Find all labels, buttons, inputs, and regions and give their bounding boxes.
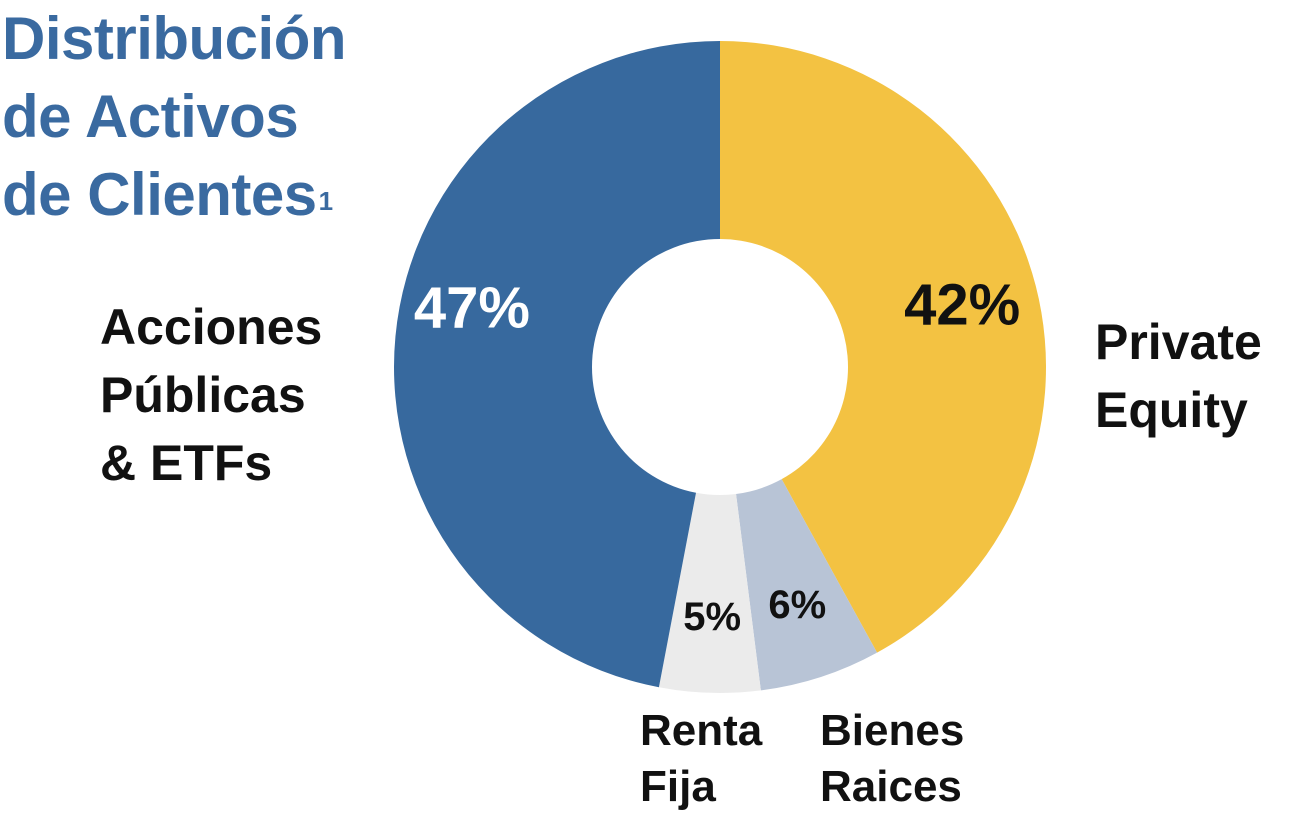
label-bienes-line-1: Bienes	[820, 706, 965, 755]
legend-label-renta-fija: Renta Fija	[640, 703, 762, 815]
label-acciones-line-2: Públicas	[100, 367, 306, 423]
slice-private-equity	[720, 41, 1046, 653]
value-label-renta-fija: 5%	[683, 595, 741, 639]
value-label-acciones-p-blicas-etfs: 47%	[414, 275, 530, 340]
label-private-line-1: Private	[1095, 314, 1262, 370]
chart-title: Distribución de Activos de Clientes1	[2, 0, 347, 234]
slice-bienes-raices	[736, 479, 878, 691]
label-renta-line-2: Fija	[640, 762, 716, 811]
value-label-private-equity: 42%	[904, 272, 1020, 337]
value-label-bienes-raices: 6%	[768, 583, 826, 627]
slice-acciones-p-blicas-etfs	[393, 40, 720, 688]
title-line-2: de Activos	[2, 83, 299, 150]
title-line-1: Distribución	[2, 5, 347, 72]
title-line-3-text: de Clientes	[2, 161, 317, 228]
title-footnote: 1	[318, 186, 333, 216]
slice-renta-fija	[658, 492, 761, 693]
label-private-line-2: Equity	[1095, 382, 1248, 438]
label-acciones-line-3: & ETFs	[100, 435, 273, 491]
legend-label-acciones: Acciones Públicas & ETFs	[100, 293, 322, 497]
title-line-3: de Clientes1	[2, 156, 346, 234]
label-bienes-line-2: Raices	[820, 762, 962, 811]
label-renta-line-1: Renta	[640, 706, 763, 755]
legend-label-bienes-raices: Bienes Raices	[820, 703, 964, 815]
label-acciones-line-1: Acciones	[100, 299, 323, 355]
legend-label-private-equity: Private Equity	[1095, 308, 1262, 444]
